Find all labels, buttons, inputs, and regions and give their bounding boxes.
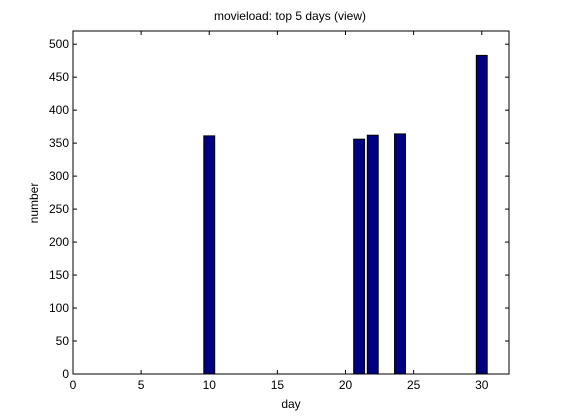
y-tick-label: 100 (49, 301, 69, 315)
y-tick-label: 400 (49, 103, 69, 117)
y-tick-label: 300 (49, 169, 69, 183)
bar-day-22 (366, 134, 379, 375)
y-tick-label: 500 (49, 37, 69, 51)
bar-day-21 (353, 138, 366, 375)
x-tick-label: 0 (70, 378, 77, 392)
y-tick-label: 150 (49, 268, 69, 282)
x-tick-label: 30 (475, 378, 489, 392)
y-axis-label: number (27, 183, 41, 224)
x-tick-label: 5 (138, 378, 145, 392)
bars-group (203, 54, 488, 375)
x-tick-label: 20 (339, 378, 353, 392)
y-tick-label: 50 (56, 334, 70, 348)
y-tick-label: 200 (49, 235, 69, 249)
y-tick-label: 250 (49, 202, 69, 216)
x-tick-label: 25 (407, 378, 421, 392)
axes-frame (72, 30, 510, 375)
bar-day-30 (475, 54, 488, 375)
x-axis-ticks: 0 5 10 15 20 25 30 (70, 31, 489, 392)
y-tick-label: 0 (62, 367, 69, 381)
plot-area (73, 31, 509, 374)
y-tick-label: 450 (49, 70, 69, 84)
x-tick-label: 10 (203, 378, 217, 392)
x-tick-label: 15 (271, 378, 285, 392)
y-axis-ticks: 0 50 100 150 200 250 300 350 400 450 500 (49, 37, 509, 381)
bar-day-10 (203, 135, 216, 375)
bar-day-24 (394, 133, 406, 375)
chart-title: movieload: top 5 days (view) (214, 9, 366, 23)
y-tick-label: 350 (49, 136, 69, 150)
x-axis-label: day (281, 397, 300, 411)
